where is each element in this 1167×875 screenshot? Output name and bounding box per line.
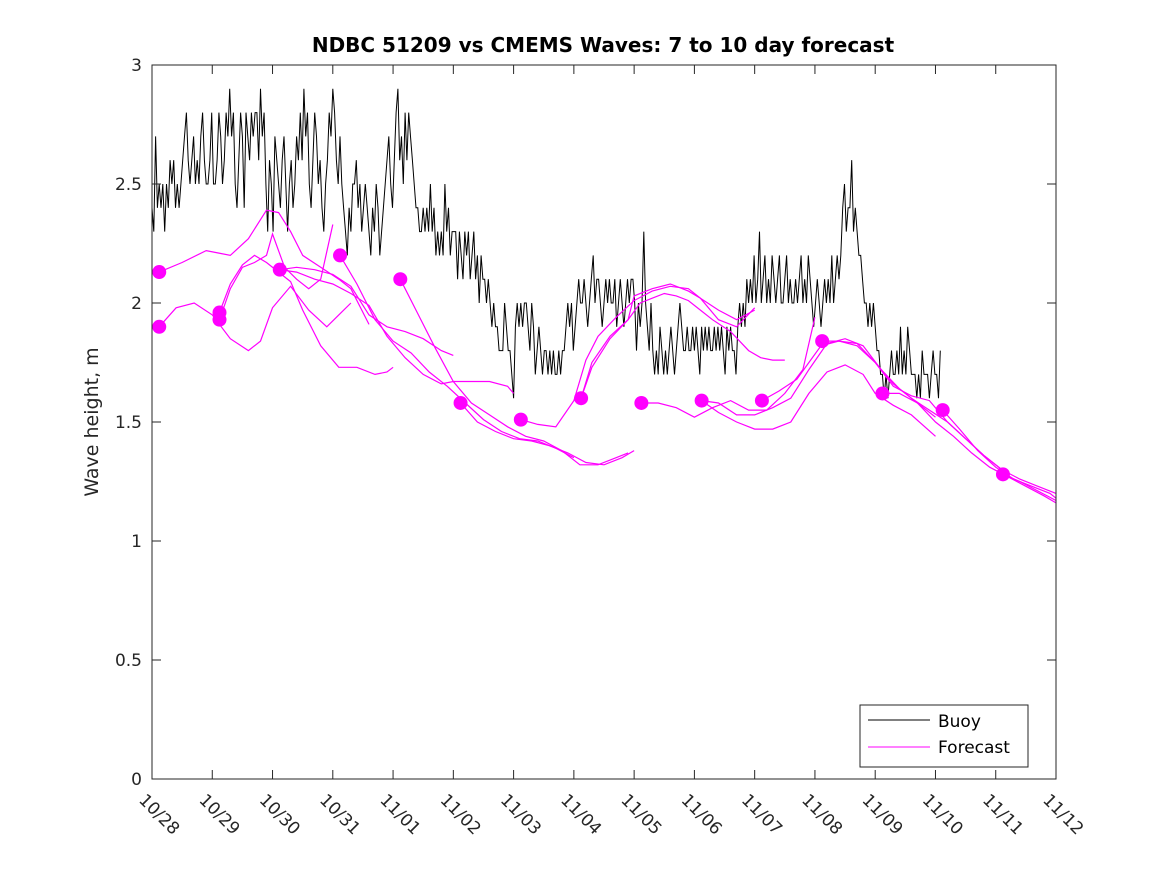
forecast-line: [218, 254, 394, 376]
y-tick-label: 2: [131, 294, 142, 314]
forecast-start-marker: [513, 412, 528, 427]
marker-layer: [152, 248, 1010, 482]
forecast-start-marker: [815, 334, 830, 349]
series-layer: [151, 88, 1057, 504]
legend: Buoy Forecast: [859, 704, 1029, 768]
forecast-start-marker: [995, 467, 1010, 482]
forecast-start-marker: [634, 395, 649, 410]
y-tick-label: 2.5: [115, 175, 142, 195]
buoy-line: [151, 88, 941, 399]
forecast-start-marker: [393, 272, 408, 287]
forecast-line: [580, 283, 755, 399]
forecast-start-marker: [875, 386, 890, 401]
chart-title: NDBC 51209 vs CMEMS Waves: 7 to 10 day f…: [312, 33, 895, 57]
legend-label-forecast: Forecast: [938, 738, 1010, 758]
y-tick-label: 1.5: [115, 413, 142, 433]
forecast-start-marker: [333, 248, 348, 263]
forecast-start-marker: [212, 312, 227, 327]
plot-area: [152, 65, 1056, 779]
forecast-line: [520, 285, 756, 428]
forecast-start-marker: [453, 395, 468, 410]
forecast-line: [882, 392, 1057, 504]
y-tick-label: 0.5: [115, 651, 142, 671]
y-tick-label: 0: [131, 770, 142, 790]
forecast-start-marker: [272, 262, 287, 277]
forecast-line: [460, 402, 635, 466]
forecast-line: [399, 278, 629, 466]
legend-label-buoy: Buoy: [938, 712, 981, 732]
forecast-start-marker: [754, 393, 769, 408]
forecast-start-marker: [152, 319, 167, 334]
y-tick-label: 3: [131, 56, 142, 76]
forecast-start-marker: [574, 391, 589, 406]
forecast-line: [279, 266, 454, 356]
forecast-line: [339, 255, 575, 459]
forecast-line: [158, 285, 352, 352]
legend-box: [859, 704, 1029, 768]
forecast-line: [158, 209, 370, 325]
y-tick-label: 1: [131, 532, 142, 552]
forecast-line: [218, 224, 334, 320]
forecast-start-marker: [935, 403, 950, 418]
forecast-line: [701, 364, 936, 437]
forecast-start-marker: [694, 393, 709, 408]
forecast-line: [279, 269, 515, 394]
forecast-line: [641, 317, 816, 418]
forecast-start-marker: [152, 265, 167, 280]
forecast-line: [580, 292, 785, 399]
y-axis-label: Wave height, m: [81, 347, 103, 496]
forecast-line: [1002, 473, 1057, 502]
